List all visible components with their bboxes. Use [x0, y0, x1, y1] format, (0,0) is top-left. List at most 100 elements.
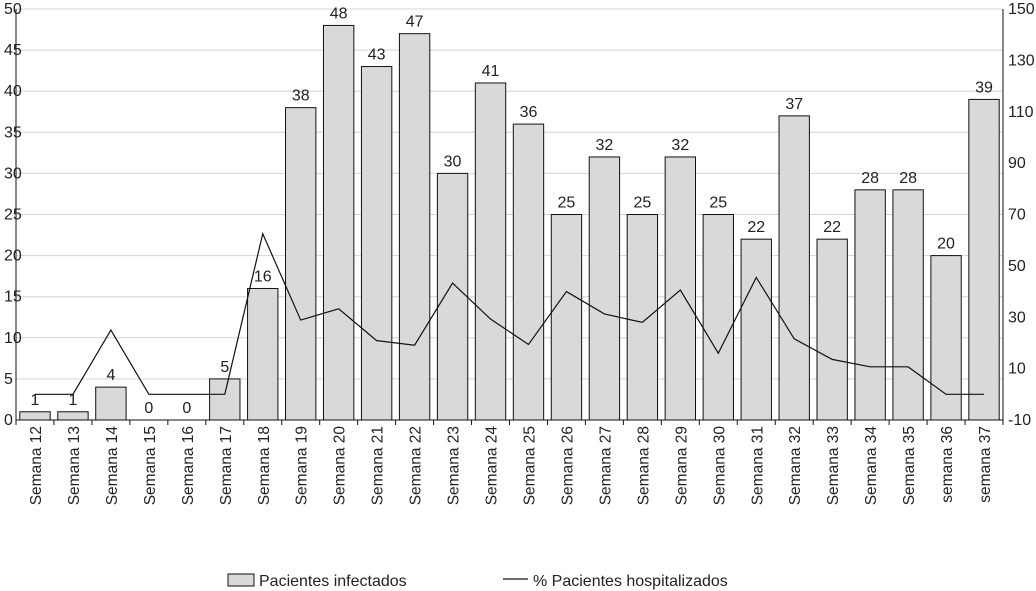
category-label: semana 37: [977, 426, 994, 503]
bar: [474, 82, 507, 421]
right-tick-label: -10: [1008, 412, 1031, 429]
bar-value-label: 25: [633, 195, 651, 212]
category-label: Semana 35: [901, 426, 918, 505]
bar-value-label: 43: [368, 47, 386, 64]
hospitalized-line: [34, 231, 985, 395]
category-labels: Semana 12 Semana 13 Semana 14 Semana 15 Sema…: [28, 426, 994, 506]
category-label: Semana 21: [370, 426, 387, 505]
left-axis-ticks: 0 5 10 15 20 25 30 35 40 45 50: [4, 1, 22, 429]
bar: [816, 238, 848, 421]
legend-label-hospitalizados: % Pacientes hospitalizados: [533, 573, 728, 590]
category-label: Semana 20: [332, 426, 349, 506]
left-tick-label: 5: [4, 371, 13, 388]
bar-value-label: 48: [330, 5, 348, 22]
left-tick-label: 40: [4, 83, 22, 100]
category-label: Semana 29: [673, 426, 690, 505]
axes: [15, 9, 1004, 425]
bar-value-label: 36: [520, 104, 538, 121]
bar-value-label: 32: [596, 137, 614, 154]
category-label: Semana 16: [180, 426, 197, 505]
bar: [322, 24, 355, 421]
category-label: semana 36: [939, 426, 956, 503]
bar-value-label: 22: [823, 219, 841, 236]
bar: [740, 238, 772, 421]
category-label: Semana 23: [446, 426, 463, 505]
bar-value-label: 0: [144, 400, 153, 417]
bar: [550, 214, 583, 421]
category-label: Semana 17: [218, 426, 235, 505]
right-tick-label: 110: [1008, 104, 1034, 121]
category-label: Semana 32: [787, 426, 804, 505]
bar-value-label: 39: [975, 79, 993, 96]
bar-value-label: 1: [68, 392, 77, 409]
left-tick-label: 30: [4, 165, 22, 182]
bar-value-label: 1: [31, 392, 40, 409]
bar-value-label: 47: [406, 14, 424, 31]
bar-value-label: 20: [937, 236, 955, 253]
bar: [854, 189, 886, 421]
bar: [968, 98, 1000, 421]
right-axis-ticks: -10 10 30 50 70 90 110 130 150: [1008, 1, 1035, 429]
category-label: Semana 18: [256, 426, 273, 505]
legend-swatch-infectados: [227, 573, 255, 587]
bar: [664, 156, 697, 421]
bar-value-label: 4: [106, 367, 115, 384]
right-tick-label: 50: [1008, 258, 1026, 275]
right-tick-label: 130: [1008, 52, 1035, 69]
bar: [57, 411, 89, 421]
bar: [95, 386, 127, 421]
category-label: Semana 15: [142, 426, 159, 505]
line-series: [34, 231, 985, 395]
category-label: Semana 13: [66, 426, 83, 505]
bar-value-label: 25: [709, 195, 727, 212]
category-label: Semana 34: [863, 426, 880, 506]
bar-value-label: 32: [671, 137, 689, 154]
bar: [588, 156, 621, 421]
bar: [247, 287, 279, 421]
bar-value-label: 37: [785, 96, 803, 113]
left-tick-label: 0: [4, 412, 13, 429]
legend-label-infectados: Pacientes infectados: [259, 573, 407, 590]
category-label: Semana 30: [711, 426, 728, 506]
right-tick-label: 150: [1008, 1, 1035, 18]
left-tick-label: 45: [4, 42, 22, 59]
bar-value-label: 41: [482, 63, 500, 80]
bar-value-label: 38: [292, 88, 310, 105]
category-label: Semana 24: [484, 426, 501, 506]
bar: [209, 378, 241, 421]
left-tick-label: 25: [4, 207, 22, 224]
bar-value-label: 28: [899, 170, 917, 187]
bar: [360, 66, 393, 421]
left-tick-label: 10: [4, 330, 22, 347]
bar: [892, 189, 924, 421]
category-label: Semana 12: [28, 426, 45, 505]
category-label: Semana 14: [104, 426, 121, 506]
category-label: Semana 22: [408, 426, 425, 505]
gridlines: [16, 8, 1003, 380]
bar: [930, 255, 962, 421]
bar: [626, 214, 659, 421]
bar-value-label: 0: [182, 400, 191, 417]
legend: Pacientes infectados % Pacientes hospita…: [227, 573, 728, 590]
category-label: Semana 25: [521, 426, 538, 505]
category-label: Semana 33: [825, 426, 842, 505]
bar-value-label: 16: [254, 268, 272, 285]
bar: [512, 123, 545, 421]
bar: [285, 107, 317, 421]
right-tick-label: 10: [1008, 361, 1026, 378]
left-tick-label: 50: [4, 1, 22, 18]
category-label: Semana 28: [635, 426, 652, 505]
left-tick-label: 35: [4, 124, 22, 141]
right-tick-label: 70: [1008, 207, 1026, 224]
bar-value-label: 5: [220, 359, 229, 376]
bar: [702, 214, 734, 421]
bar-value-label: 28: [861, 170, 879, 187]
bar: [436, 172, 469, 421]
right-tick-label: 90: [1008, 155, 1026, 172]
category-label: Semana 19: [294, 426, 311, 505]
bar: [398, 33, 431, 421]
category-label: Semana 27: [597, 426, 614, 505]
bar-value-label: 22: [747, 219, 765, 236]
bar: [19, 411, 51, 421]
